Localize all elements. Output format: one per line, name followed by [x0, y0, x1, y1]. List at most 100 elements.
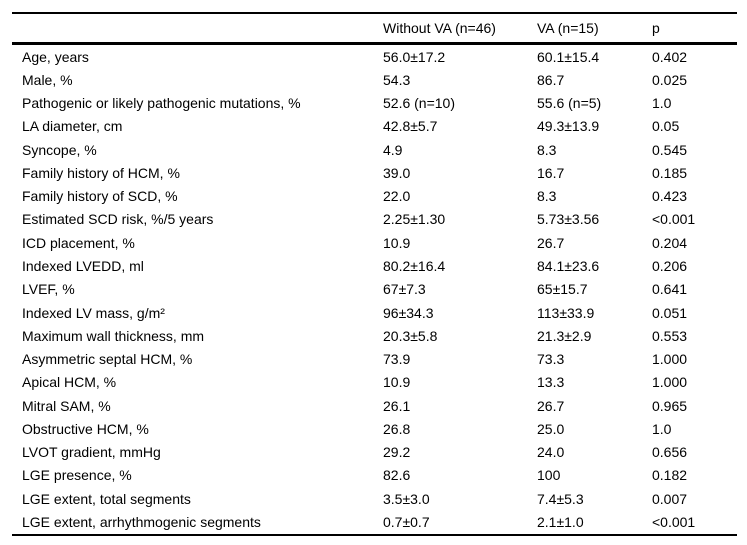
- va-value: 25.0: [537, 420, 565, 437]
- row-label: Male, %: [22, 71, 73, 88]
- row-label: Apical HCM, %: [22, 374, 117, 391]
- p-value: 0.025: [652, 71, 688, 88]
- table-row: LA diameter, cm 42.8±5.7 49.3±13.9 0.05: [12, 115, 737, 138]
- p-value: 0.007: [652, 490, 688, 507]
- p-value: <0.001: [652, 513, 696, 530]
- row-label: Family history of HCM, %: [22, 164, 180, 181]
- va-value: 21.3±2.9: [537, 327, 592, 344]
- p-value: 0.656: [652, 444, 688, 461]
- without-va-value: 20.3±5.8: [383, 327, 438, 344]
- p-value: 0.185: [652, 164, 688, 181]
- header-row: Without VA (n=46) VA (n=15) p: [12, 13, 737, 44]
- without-va-value: 10.9: [383, 374, 411, 391]
- comparison-table-container: Without VA (n=46) VA (n=15) p Age, years…: [12, 12, 737, 536]
- table-row: LGE extent, arrhythmogenic segments 0.7±0…: [12, 510, 737, 534]
- table-row: LVOT gradient, mmHg 29.2 24.0 0.656: [12, 441, 737, 464]
- without-va-value: 56.0±17.2: [383, 48, 446, 65]
- table-row: Mitral SAM, % 26.1 26.7 0.965: [12, 394, 737, 417]
- without-va-value: 26.1: [383, 397, 411, 414]
- without-va-value: 96±34.3: [383, 304, 434, 321]
- p-value: 0.545: [652, 141, 688, 158]
- va-value: 113±33.9: [537, 304, 595, 321]
- p-value: 0.641: [652, 281, 688, 298]
- row-label: ICD placement, %: [22, 234, 135, 251]
- va-value: 7.4±5.3: [537, 490, 584, 507]
- without-va-value: 29.2: [383, 444, 411, 461]
- p-value: 0.204: [652, 234, 688, 251]
- va-value: 73.3: [537, 351, 565, 368]
- table-row: Maximum wall thickness, mm 20.3±5.8 21.3±2…: [12, 324, 737, 347]
- va-value: 86.7: [537, 71, 565, 88]
- comparison-table: Without VA (n=46) VA (n=15) p Age, years…: [12, 12, 737, 536]
- without-va-value: 67±7.3: [383, 281, 426, 298]
- without-va-value: 82.6: [383, 467, 411, 484]
- table-row: Indexed LV mass, g/m² 96±34.3 113±33.9 0.05…: [12, 301, 737, 324]
- table-row: Estimated SCD risk, %/5 years 2.25±1.30 5.…: [12, 208, 737, 231]
- row-label: LGE extent, total segments: [22, 490, 191, 507]
- row-label: Syncope, %: [22, 141, 97, 158]
- p-value: 0.423: [652, 188, 688, 205]
- without-va-value: 2.25±1.30: [383, 211, 446, 228]
- row-label: LVOT gradient, mmHg: [22, 444, 161, 461]
- row-label: Obstructive HCM, %: [22, 420, 149, 437]
- without-va-value: 80.2±16.4: [383, 258, 446, 275]
- header-characteristic: [12, 13, 383, 44]
- without-va-value: 26.8: [383, 420, 411, 437]
- without-va-value: 73.9: [383, 351, 411, 368]
- without-va-value: 42.8±5.7: [383, 118, 438, 135]
- table-row: Asymmetric septal HCM, % 73.9 73.3 1.000: [12, 347, 737, 370]
- table-row: Indexed LVEDD, ml 80.2±16.4 84.1±23.6 0.206: [12, 254, 737, 277]
- table-row: LVEF, % 67±7.3 65±15.7 0.641: [12, 278, 737, 301]
- p-value: 1.000: [652, 374, 688, 391]
- p-value: 1.000: [652, 351, 688, 368]
- p-value: 0.206: [652, 258, 688, 275]
- row-label: Maximum wall thickness, mm: [22, 327, 205, 344]
- p-value: 0.051: [652, 304, 688, 321]
- va-value: 13.3: [537, 374, 565, 391]
- va-value: 8.3: [537, 188, 557, 205]
- va-value: 24.0: [537, 444, 565, 461]
- table-row: Apical HCM, % 10.9 13.3 1.000: [12, 371, 737, 394]
- p-value: 0.553: [652, 327, 688, 344]
- row-label: Family history of SCD, %: [22, 188, 178, 205]
- table-row: Male, % 54.3 86.7 0.025: [12, 68, 737, 91]
- without-va-value: 52.6 (n=10): [383, 95, 455, 112]
- p-value: <0.001: [652, 211, 696, 228]
- without-va-value: 54.3: [383, 71, 411, 88]
- va-value: 49.3±13.9: [537, 118, 600, 135]
- row-label: Indexed LV mass, g/m²: [22, 304, 165, 321]
- without-va-value: 4.9: [383, 141, 403, 158]
- va-value: 26.7: [537, 234, 565, 251]
- va-value: 65±15.7: [537, 281, 588, 298]
- table-row: Pathogenic or likely pathogenic mutation…: [12, 92, 737, 115]
- p-value: 0.402: [652, 48, 688, 65]
- p-value: 1.0: [652, 420, 672, 437]
- row-label: Indexed LVEDD, ml: [22, 258, 144, 275]
- va-value: 5.73±3.56: [537, 211, 600, 228]
- header-without-va: Without VA (n=46): [383, 20, 496, 36]
- table-row: Family history of HCM, % 39.0 16.7 0.185: [12, 161, 737, 184]
- without-va-value: 3.5±3.0: [383, 490, 430, 507]
- va-value: 2.1±1.0: [537, 513, 584, 530]
- row-label: LVEF, %: [22, 281, 75, 298]
- row-label: Estimated SCD risk, %/5 years: [22, 211, 214, 228]
- va-value: 60.1±15.4: [537, 48, 600, 65]
- va-value: 100: [537, 467, 561, 484]
- table-row: Obstructive HCM, % 26.8 25.0 1.0: [12, 417, 737, 440]
- va-value: 55.6 (n=5): [537, 95, 602, 112]
- va-value: 84.1±23.6: [537, 258, 600, 275]
- row-label: Asymmetric septal HCM, %: [22, 351, 193, 368]
- without-va-value: 0.7±0.7: [383, 513, 430, 530]
- row-label: Mitral SAM, %: [22, 397, 111, 414]
- p-value: 1.0: [652, 95, 672, 112]
- table-row: LGE presence, % 82.6 100 0.182: [12, 464, 737, 487]
- table-row: LGE extent, total segments 3.5±3.0 7.4±5.3…: [12, 487, 737, 510]
- va-value: 26.7: [537, 397, 565, 414]
- table-row: Syncope, % 4.9 8.3 0.545: [12, 138, 737, 161]
- row-label: LGE presence, %: [22, 467, 132, 484]
- table-row: Age, years 56.0±17.2 60.1±15.4 0.402: [12, 44, 737, 69]
- header-va: VA (n=15): [537, 20, 599, 36]
- table-row: Family history of SCD, % 22.0 8.3 0.423: [12, 185, 737, 208]
- va-value: 16.7: [537, 164, 565, 181]
- without-va-value: 10.9: [383, 234, 411, 251]
